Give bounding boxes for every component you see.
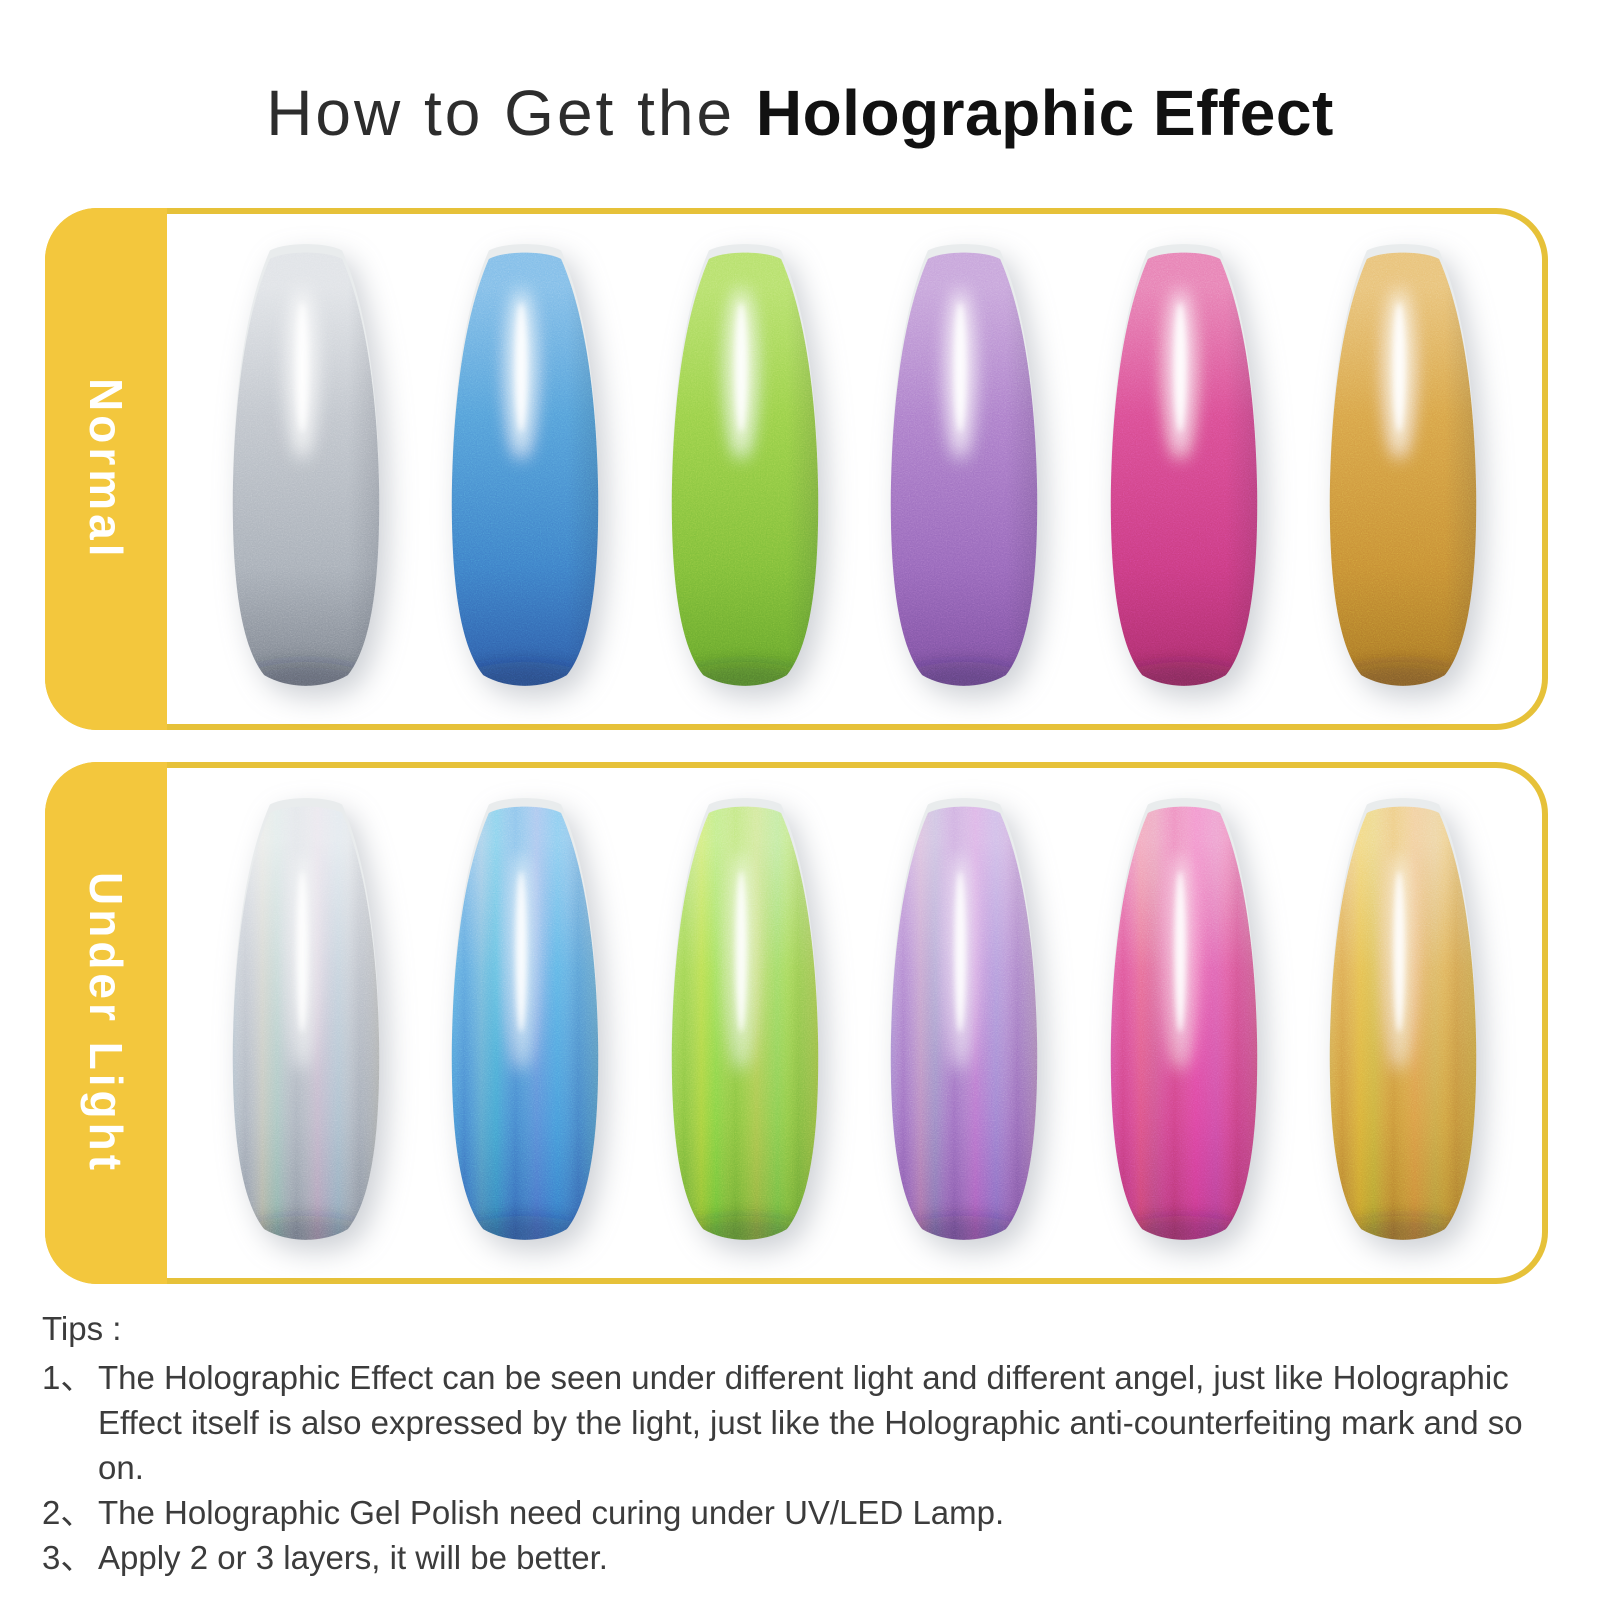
nail-row-normal [167, 214, 1542, 724]
panel-under-light-strip: Under Light [45, 762, 167, 1284]
nail-swatch-green-under-light [650, 791, 840, 1255]
tip-number: 2、 [42, 1494, 94, 1531]
tips-section: Tips : 1、 The Holographic Effect can be s… [42, 1306, 1566, 1580]
panel-normal: Normal [45, 208, 1548, 730]
nail-swatch-purple-normal [869, 237, 1059, 701]
tip-text: Apply 2 or 3 layers, it will be better. [98, 1539, 608, 1576]
panel-under-light-label: Under Light [80, 871, 132, 1175]
nail-swatch-gold-under-light [1308, 791, 1498, 1255]
tip-item-2: 2、 The Holographic Gel Polish need curing… [42, 1490, 1566, 1535]
tip-text: The Holographic Gel Polish need curing u… [98, 1494, 1005, 1531]
page-title-light: How to Get the [266, 77, 756, 149]
tip-number: 3、 [42, 1539, 94, 1576]
nail-swatch-pink-under-light [1089, 791, 1279, 1255]
tip-number: 1、 [42, 1359, 94, 1396]
nail-row-under-light [167, 768, 1542, 1278]
nail-swatch-blue-under-light [430, 791, 620, 1255]
tips-list: 1、 The Holographic Effect can be seen und… [42, 1355, 1566, 1580]
panel-normal-strip: Normal [45, 208, 167, 730]
panel-normal-label: Normal [80, 377, 132, 561]
nail-swatch-gold-normal [1308, 237, 1498, 701]
tip-item-3: 3、 Apply 2 or 3 layers, it will be better… [42, 1535, 1566, 1580]
nail-swatch-green-normal [650, 237, 840, 701]
page-title-bold: Holographic Effect [755, 77, 1334, 149]
page-title: How to Get the Holographic Effect [0, 78, 1600, 148]
tip-text: The Holographic Effect can be seen under… [98, 1359, 1523, 1486]
nail-swatch-silver-normal [211, 237, 401, 701]
nail-swatch-silver-under-light [211, 791, 401, 1255]
nail-swatch-pink-normal [1089, 237, 1279, 701]
tip-item-1: 1、 The Holographic Effect can be seen und… [42, 1355, 1566, 1490]
nail-swatch-blue-normal [430, 237, 620, 701]
nail-swatch-purple-under-light [869, 791, 1059, 1255]
panel-under-light: Under Light [45, 762, 1548, 1284]
tips-title: Tips : [42, 1310, 122, 1347]
